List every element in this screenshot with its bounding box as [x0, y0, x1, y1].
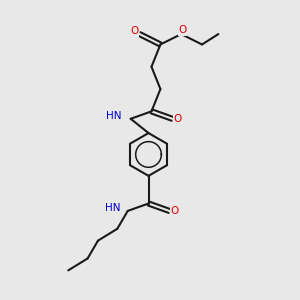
Text: O: O — [178, 25, 187, 35]
Text: O: O — [173, 114, 182, 124]
Text: HN: HN — [105, 203, 120, 213]
Text: HN: HN — [106, 111, 122, 121]
Text: O: O — [170, 206, 179, 216]
Text: O: O — [130, 26, 138, 36]
